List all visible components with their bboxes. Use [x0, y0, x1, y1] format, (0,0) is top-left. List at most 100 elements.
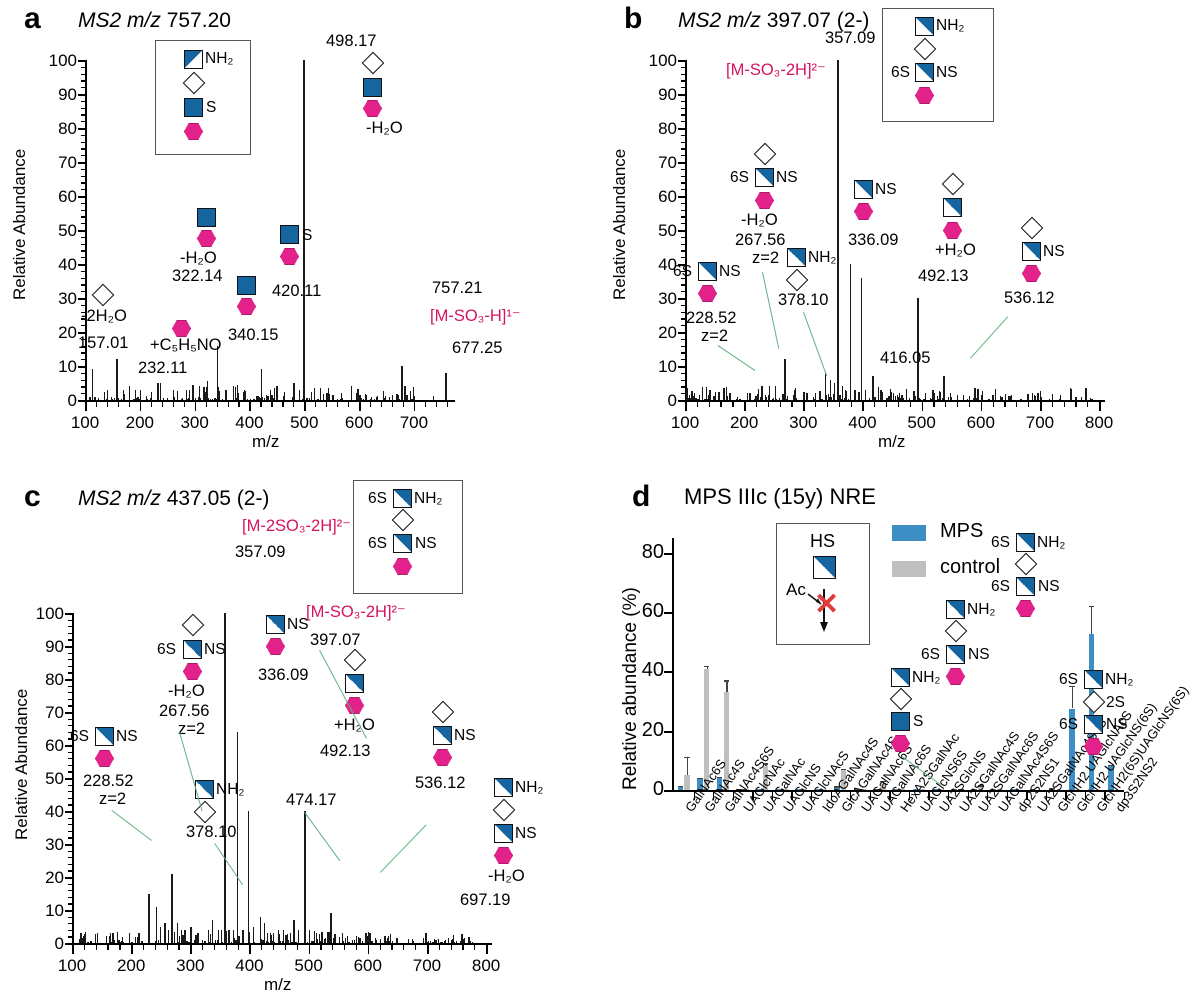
spectrum-peak: [314, 390, 315, 400]
ytick-label: 0: [24, 934, 64, 954]
xtick-label: 200: [714, 413, 774, 433]
xtick-label: 300: [160, 956, 220, 976]
xtick-minor: [304, 402, 305, 407]
panel-a-xlabel: m/z: [252, 432, 279, 452]
spectrum-peak: [977, 389, 978, 400]
xtick-minor: [415, 945, 416, 950]
xtick-minor: [462, 945, 463, 950]
panel-d: d MPS IIIc (15y) NRE Relative abundance …: [600, 460, 1200, 960]
spectrum-peak: [264, 398, 265, 400]
xtick-minor: [143, 945, 144, 950]
xtick-minor: [84, 945, 85, 950]
glycan-label-ns: NS: [968, 647, 990, 663]
ytick-major: [664, 612, 673, 614]
spectrum-peak: [765, 395, 766, 400]
glycan-split-square-icon: [755, 168, 774, 187]
panel-b-annot-peak-336: 378.10: [778, 292, 828, 309]
spectrum-peak: [278, 930, 279, 943]
panel-c-annot-peak-697: 697.19: [460, 892, 510, 909]
spectrum-peak: [109, 936, 110, 943]
spectrum-peak: [462, 940, 463, 943]
panel-b-structure-box: NH₂ 6S NS: [882, 8, 994, 122]
panel-a-annot-peak-322: 322.14: [172, 268, 222, 285]
glycan-label-nh2: NH₂: [1105, 672, 1133, 688]
spectrum-peak: [97, 933, 98, 943]
panel-a-annot-peak-340: 340.15: [228, 327, 278, 344]
glycan-label-nh2: NH₂: [936, 18, 964, 34]
glycan-label-ns: NS: [1106, 717, 1128, 733]
glycan-split-square-icon: [184, 50, 203, 69]
xtick-minor: [403, 402, 404, 407]
xtick-minor: [486, 945, 487, 950]
glycan-split-square-icon: [393, 534, 412, 553]
ytick-major: [664, 731, 673, 733]
spectrum-peak: [779, 398, 780, 400]
spectrum-peak: [739, 399, 740, 400]
xtick-label: 600: [951, 413, 1011, 433]
spectrum-peak: [177, 923, 178, 943]
spectrum-peak-labeled: [212, 920, 214, 943]
xtick-minor: [297, 945, 298, 950]
xtick-minor: [756, 402, 757, 407]
spectrum-peak: [208, 930, 209, 943]
glycan-diamond-icon: [493, 799, 516, 822]
spectrum-peak: [993, 395, 994, 400]
spectrum-peak: [173, 390, 174, 400]
xtick-label: 300: [165, 413, 225, 433]
panel-c: c MS2 m/z 437.05 (2-) Relative Abundance…: [0, 460, 600, 960]
xtick-label: 100: [55, 413, 115, 433]
spectrum-peak: [242, 930, 243, 943]
spectrum-peak: [435, 940, 436, 943]
xtick-minor: [1040, 402, 1041, 407]
ytick-label: 70: [24, 703, 64, 723]
glycan-split-square-icon: [787, 248, 806, 267]
glycan-blue-square-icon: [363, 78, 382, 97]
panel-a-annot-peak-232: 232.11: [138, 360, 187, 377]
spectrum-peak: [329, 394, 330, 400]
xtick-label: 600: [338, 956, 398, 976]
xtick-label: 400: [832, 413, 892, 433]
spectrum-peak-labeled: [837, 60, 839, 400]
spectrum-peak: [348, 942, 349, 944]
ytick-label: 100: [24, 604, 64, 624]
panel-a-ylabel: Relative Abundance: [10, 149, 30, 300]
spectrum-peak: [266, 395, 267, 400]
xtick-minor: [436, 402, 437, 407]
panel-c-annot-peak-267: 267.56: [159, 703, 209, 720]
spectrum-peak: [218, 930, 219, 943]
xtick-minor: [403, 945, 404, 950]
spectrum-peak: [194, 942, 195, 944]
panel-c-annot-492-add: +H₂O: [334, 717, 375, 734]
spectrum-peak: [973, 398, 974, 401]
glycan-label-ns: NS: [415, 536, 437, 552]
glycan-split-square-icon: [345, 674, 364, 693]
ytick-label: 30: [24, 835, 64, 855]
spectrum-peak: [441, 942, 442, 943]
spectrum-peak: [690, 398, 691, 400]
spectrum-peak: [389, 941, 390, 944]
glycan-split-square-icon: [1016, 577, 1035, 596]
panel-b-xaxis: [685, 400, 1105, 402]
panel-c-label: c: [24, 482, 41, 512]
xtick-minor: [226, 945, 227, 950]
xtick-minor: [202, 945, 203, 950]
xtick-minor: [238, 402, 239, 407]
panel-c-xaxis: [72, 943, 492, 945]
spectrum-peak: [368, 936, 369, 943]
xtick-minor: [780, 402, 781, 407]
ytick-label: 0: [620, 778, 664, 801]
xtick-minor: [309, 945, 310, 950]
xtick-minor: [119, 945, 120, 950]
ytick-label: 10: [637, 357, 677, 377]
spectrum-peak: [920, 399, 921, 400]
spectrum-peak: [434, 939, 435, 943]
glycan-split-square-icon: [698, 262, 717, 281]
spectrum-peak: [311, 392, 312, 400]
spectrum-peak: [279, 941, 280, 943]
spectrum-peak: [362, 941, 363, 943]
error-bar: [1091, 606, 1092, 634]
spectrum-peak: [880, 390, 881, 400]
xtick-minor: [140, 402, 141, 407]
xtick-minor: [380, 945, 381, 950]
spectrum-peak: [264, 923, 265, 943]
